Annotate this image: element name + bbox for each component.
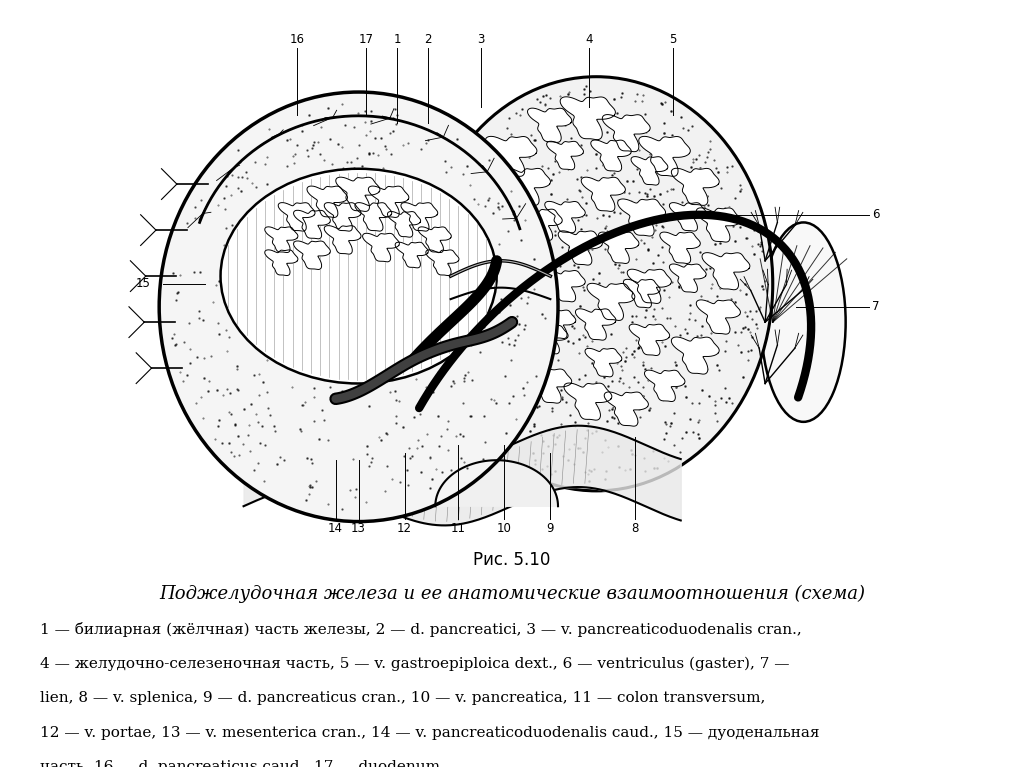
Polygon shape <box>418 227 452 252</box>
Polygon shape <box>672 168 719 206</box>
Polygon shape <box>362 233 399 262</box>
Polygon shape <box>560 97 615 140</box>
Text: 8: 8 <box>631 522 638 535</box>
Polygon shape <box>539 310 575 338</box>
Polygon shape <box>325 225 361 254</box>
Polygon shape <box>696 208 740 242</box>
Polygon shape <box>585 348 622 377</box>
Polygon shape <box>582 177 626 212</box>
Polygon shape <box>624 279 660 308</box>
Polygon shape <box>265 227 298 252</box>
Text: 4 — желудочно-селезеночная часть, 5 — v. gastroepiploica dext., 6 — ventriculus : 4 — желудочно-селезеночная часть, 5 — v.… <box>40 657 790 671</box>
Polygon shape <box>545 271 586 302</box>
Polygon shape <box>545 202 586 233</box>
Polygon shape <box>466 300 510 334</box>
Polygon shape <box>672 337 719 374</box>
Text: 2: 2 <box>424 33 431 46</box>
Text: lien, 8 — v. splenica, 9 — d. pancreaticus cran., 10 — v. pancreatica, 11 — colo: lien, 8 — v. splenica, 9 — d. pancreatic… <box>40 691 766 706</box>
Ellipse shape <box>420 77 773 491</box>
Polygon shape <box>587 283 635 321</box>
Text: 15: 15 <box>136 278 152 290</box>
Text: 7: 7 <box>872 301 880 313</box>
Polygon shape <box>355 202 392 231</box>
Polygon shape <box>591 140 631 172</box>
Polygon shape <box>564 383 611 420</box>
Text: 17: 17 <box>358 33 374 46</box>
Polygon shape <box>628 269 672 304</box>
Text: Поджелудочная железа и ее анатомические взаимоотношения (схема): Поджелудочная железа и ее анатомические … <box>159 584 865 603</box>
Polygon shape <box>617 199 666 236</box>
Text: 11: 11 <box>451 522 466 535</box>
Polygon shape <box>531 325 568 354</box>
Polygon shape <box>492 286 531 318</box>
Polygon shape <box>505 246 549 281</box>
Text: 9: 9 <box>547 522 554 535</box>
Text: 1 — билиарная (жёлчная) часть железы, 2 — d. pancreatici, 3 — v. pancreaticoduod: 1 — билиарная (жёлчная) часть железы, 2 … <box>40 623 802 637</box>
Polygon shape <box>457 252 505 290</box>
Polygon shape <box>307 186 347 218</box>
Polygon shape <box>387 212 421 237</box>
Polygon shape <box>575 309 616 341</box>
Polygon shape <box>426 250 459 275</box>
Polygon shape <box>659 232 700 264</box>
Text: 16: 16 <box>290 33 305 46</box>
Text: Рис. 5.10: Рис. 5.10 <box>473 551 551 569</box>
Ellipse shape <box>159 92 558 522</box>
Polygon shape <box>629 324 670 356</box>
Polygon shape <box>503 168 551 206</box>
Polygon shape <box>395 242 428 268</box>
Polygon shape <box>527 108 571 143</box>
Polygon shape <box>369 186 409 218</box>
Text: 1: 1 <box>393 33 400 46</box>
Text: 10: 10 <box>497 522 512 535</box>
Polygon shape <box>294 241 331 269</box>
Polygon shape <box>325 202 361 231</box>
Polygon shape <box>604 392 648 426</box>
Polygon shape <box>547 141 584 170</box>
Polygon shape <box>702 252 750 290</box>
Polygon shape <box>644 370 685 402</box>
Polygon shape <box>401 202 437 231</box>
Polygon shape <box>527 369 571 403</box>
Polygon shape <box>670 264 707 292</box>
Polygon shape <box>639 137 690 176</box>
Polygon shape <box>522 209 562 241</box>
Polygon shape <box>631 156 668 185</box>
Ellipse shape <box>761 222 846 422</box>
Polygon shape <box>598 232 639 264</box>
Text: 4: 4 <box>585 33 593 46</box>
Text: 12 — v. portae, 13 — v. mesenterica cran., 14 — v. pancreaticoduodenalis caud., : 12 — v. portae, 13 — v. mesenterica cran… <box>40 726 820 740</box>
Polygon shape <box>485 137 537 176</box>
Text: часть, 16 — d. pancreaticus caud., 17 — duodenum.: часть, 16 — d. pancreaticus caud., 17 — … <box>40 760 445 767</box>
Polygon shape <box>435 460 558 506</box>
Polygon shape <box>696 300 740 334</box>
Text: 13: 13 <box>351 522 366 535</box>
Polygon shape <box>265 250 298 275</box>
Text: 6: 6 <box>872 209 880 221</box>
Text: 14: 14 <box>328 522 343 535</box>
Text: 5: 5 <box>670 33 677 46</box>
Text: 12: 12 <box>397 522 412 535</box>
Polygon shape <box>558 231 602 265</box>
Polygon shape <box>602 114 650 152</box>
Polygon shape <box>670 202 707 231</box>
Text: 3: 3 <box>477 33 485 46</box>
Ellipse shape <box>220 169 497 384</box>
Polygon shape <box>336 177 380 212</box>
Polygon shape <box>294 210 331 239</box>
Polygon shape <box>466 208 510 242</box>
Polygon shape <box>485 233 522 262</box>
Polygon shape <box>492 340 531 371</box>
Polygon shape <box>279 202 315 231</box>
